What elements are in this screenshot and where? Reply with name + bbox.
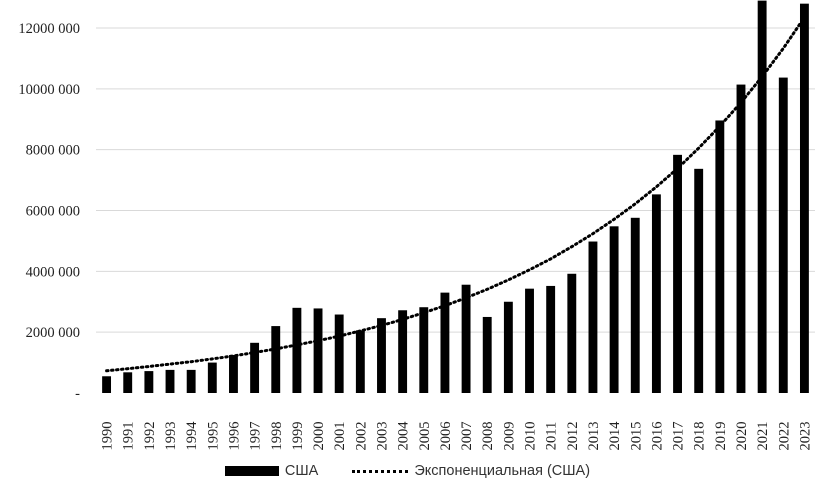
- x-tick-label: 2005: [417, 422, 433, 451]
- legend-item-usa: США: [224, 463, 319, 479]
- legend: США Экспоненциальная (США): [0, 461, 815, 481]
- x-tick-label: 1996: [226, 422, 242, 451]
- x-tick-label: 2016: [649, 422, 665, 451]
- legend-item-trend: Экспоненциальная (США): [352, 463, 590, 479]
- gridlines: [96, 27, 815, 333]
- x-tick-label: 1994: [184, 421, 200, 451]
- legend-label-trend: Экспоненциальная (США): [414, 463, 591, 479]
- x-tick-label: 1993: [163, 422, 179, 451]
- x-tick-label: 2007: [459, 422, 475, 451]
- x-tick-label: 1998: [269, 422, 285, 451]
- bar: [250, 342, 260, 393]
- bar: [186, 369, 196, 393]
- bar: [588, 241, 598, 393]
- x-tick-label: 2003: [374, 422, 390, 451]
- bar: [377, 318, 386, 393]
- bar: [482, 316, 492, 393]
- x-tick-label: 2010: [523, 422, 539, 451]
- bar: [207, 362, 217, 393]
- bar: [144, 371, 154, 393]
- y-tick-label: -: [75, 386, 80, 402]
- bar: [546, 285, 556, 393]
- x-tick-label: 2011: [544, 422, 560, 450]
- x-tick-label: 2022: [776, 422, 792, 451]
- bar: [398, 310, 408, 393]
- x-tick-label: 2015: [628, 422, 644, 451]
- bar: [229, 354, 238, 393]
- legend-dotted-swatch: [352, 469, 409, 473]
- y-tick-label: 6000 000: [26, 204, 80, 220]
- x-tick-label: 2009: [501, 422, 517, 451]
- trendline: [105, 15, 806, 373]
- y-axis-ticks: - 2000 000 4000 000 6000 000 8000 000 10000 0…: [18, 21, 80, 402]
- x-tick-label: 2023: [797, 422, 813, 451]
- x-tick-label: 2014: [607, 421, 623, 451]
- x-tick-label: 1991: [121, 422, 137, 451]
- x-tick-label: 2006: [438, 422, 454, 451]
- y-tick-label: 8000 000: [26, 143, 80, 159]
- bar: [525, 288, 534, 393]
- x-tick-label: 1997: [248, 422, 264, 451]
- trendline-series: [105, 15, 806, 373]
- bar: [461, 284, 471, 393]
- y-tick-label: 4000 000: [26, 264, 80, 280]
- x-tick-label: 2001: [332, 422, 348, 451]
- legend-bar-swatch: [224, 466, 279, 476]
- bar: [673, 154, 682, 393]
- bar: [715, 120, 725, 393]
- bar: [503, 301, 513, 393]
- bar: [778, 77, 788, 394]
- bar: [165, 369, 175, 393]
- bar: [440, 292, 450, 393]
- x-tick-label: 2008: [480, 422, 496, 451]
- y-tick-label: 12000 000: [18, 21, 80, 37]
- bar: [736, 84, 746, 393]
- bar: [123, 372, 133, 393]
- bar: [609, 226, 619, 393]
- x-tick-label: 1992: [142, 422, 158, 451]
- legend-label-usa: США: [284, 463, 319, 479]
- bar: [799, 3, 809, 394]
- bar: [271, 326, 281, 393]
- x-tick-label: 2019: [713, 422, 729, 451]
- bar: [651, 194, 661, 393]
- bar: [694, 168, 704, 393]
- x-tick-label: 2012: [565, 422, 581, 451]
- x-tick-label: 2017: [671, 422, 687, 451]
- bar: [102, 376, 112, 393]
- y-tick-label: 2000 000: [26, 325, 80, 341]
- bar: [292, 307, 302, 393]
- x-tick-label: 2021: [755, 422, 771, 451]
- bar: [334, 314, 344, 393]
- bar: [419, 307, 429, 393]
- y-tick-label: 10000 000: [18, 82, 80, 98]
- x-tick-label: 2000: [311, 422, 327, 451]
- x-tick-label: 2002: [353, 422, 369, 451]
- x-tick-label: 2013: [586, 422, 602, 451]
- bar: [567, 273, 577, 393]
- x-tick-label: 1999: [290, 422, 306, 451]
- x-tick-label: 1995: [205, 422, 221, 451]
- bar: [355, 330, 365, 393]
- bar: [313, 308, 323, 393]
- x-tick-label: 2018: [692, 422, 708, 451]
- x-axis-ticks: 1990 1991 1992 1993 1994 1995 1996 1997 1998 1999…: [100, 421, 814, 451]
- bar: [630, 217, 640, 393]
- x-tick-label: 2004: [396, 421, 412, 451]
- x-tick-label: 2020: [734, 422, 750, 451]
- x-tick-label: 1990: [100, 422, 116, 451]
- bar: [757, 0, 767, 393]
- bars-series-usa: [102, 0, 809, 394]
